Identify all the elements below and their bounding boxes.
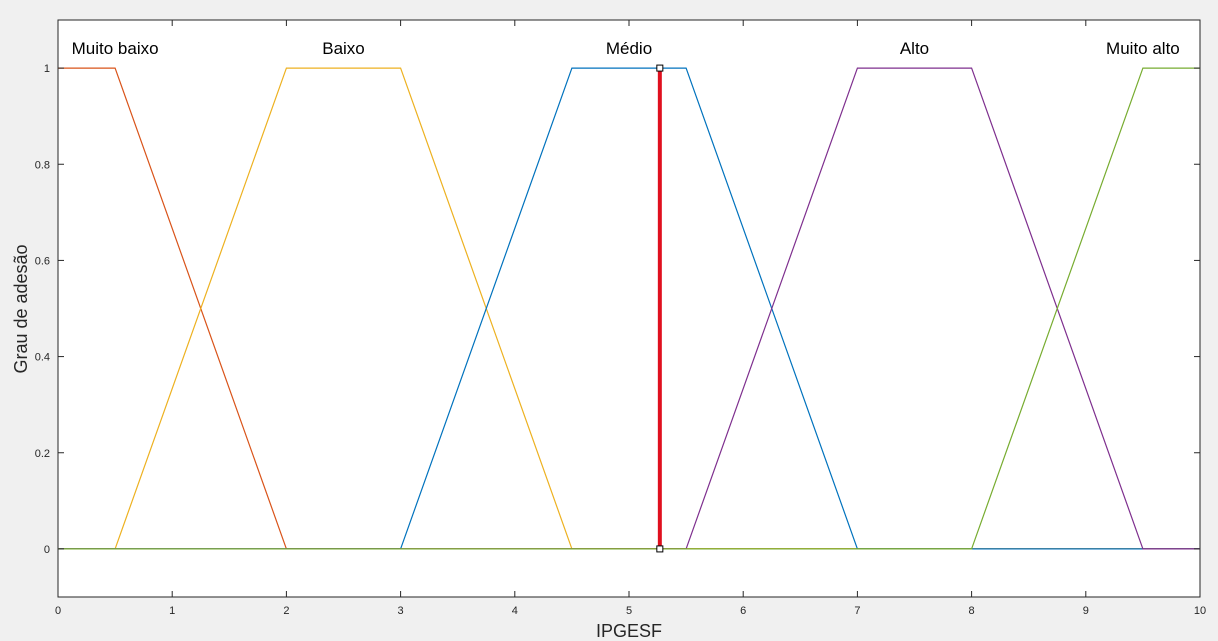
mf-label-muito-alto: Muito alto xyxy=(1106,39,1180,58)
y-axis-ticks: 0 0.2 0.4 0.6 0.8 1 xyxy=(35,63,1200,556)
indicator-bottom-handle[interactable] xyxy=(656,545,664,553)
y-tick-label: 0.8 xyxy=(35,159,50,171)
mf-label-alto: Alto xyxy=(900,39,929,58)
indicator-top-handle[interactable] xyxy=(656,64,664,72)
mf-label-layer: Muito baixo Baixo Médio Alto Muito alto xyxy=(72,39,1180,58)
x-tick-label: 6 xyxy=(740,605,746,617)
x-tick-label: 2 xyxy=(283,605,289,617)
x-axis-title: IPGESF xyxy=(596,621,662,641)
mf-label-muito-baixo: Muito baixo xyxy=(72,39,159,58)
mf-label-baixo: Baixo xyxy=(322,39,365,58)
x-tick-label: 3 xyxy=(398,605,404,617)
x-tick-label: 5 xyxy=(626,605,632,617)
x-tick-label: 1 xyxy=(169,605,175,617)
x-axis-ticks: 0 1 2 3 4 5 6 7 8 9 10 xyxy=(55,20,1206,617)
x-tick-label: 8 xyxy=(969,605,975,617)
x-tick-label: 10 xyxy=(1194,605,1206,617)
axes-background xyxy=(57,19,1201,598)
series-layer xyxy=(58,67,1200,550)
x-tick-label: 0 xyxy=(55,605,61,617)
y-tick-label: 0.2 xyxy=(35,448,50,460)
mf-label-medio: Médio xyxy=(606,39,652,58)
y-tick-label: 1 xyxy=(44,63,50,75)
y-axis-title: Grau de adesão xyxy=(11,244,31,373)
series-line-muito-alto xyxy=(58,67,1200,550)
y-tick-label: 0.6 xyxy=(35,255,50,267)
x-tick-label: 9 xyxy=(1083,605,1089,617)
indicator-layer[interactable] xyxy=(656,64,664,553)
x-tick-label: 4 xyxy=(512,605,518,617)
x-tick-label: 7 xyxy=(854,605,860,617)
y-tick-label: 0 xyxy=(44,544,50,556)
y-tick-label: 0.4 xyxy=(35,352,50,364)
